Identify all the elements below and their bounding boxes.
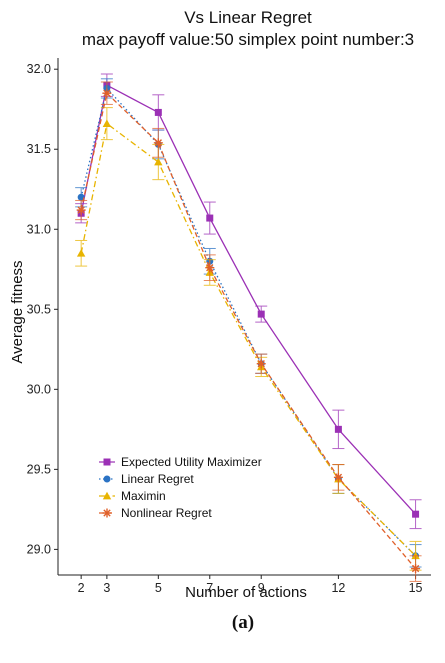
x-tick-label: 2 — [78, 581, 85, 595]
square-marker — [206, 214, 214, 222]
legend-label: Maximin — [121, 489, 166, 503]
legend-item: Linear Regret — [99, 472, 194, 486]
y-tick-label: 31.0 — [27, 222, 51, 236]
asterisk-stroke — [411, 564, 420, 573]
square-marker — [103, 458, 111, 466]
legend-label: Expected Utility Maximizer — [121, 455, 262, 469]
legend-item: Nonlinear Regret — [99, 506, 212, 520]
asterisk-stroke — [206, 264, 214, 272]
square-marker — [257, 310, 265, 318]
legend: Expected Utility Maximizer Linear Regret M… — [99, 455, 262, 520]
x-tick-label: 7 — [206, 581, 213, 595]
series-line — [80, 84, 417, 515]
asterisk-stroke — [77, 206, 85, 214]
square-marker — [412, 510, 420, 518]
legend-item: Maximin — [99, 489, 166, 503]
x-axis-ticks: 2 3 5 7 9 12 15 — [78, 575, 423, 595]
legend-label: Nonlinear Regret — [121, 506, 212, 520]
legend-item: Expected Utility Maximizer — [99, 455, 262, 469]
asterisk-stroke — [103, 509, 111, 517]
y-tick-label: 30.5 — [27, 302, 51, 316]
x-tick-label: 5 — [155, 581, 162, 595]
x-tick-label: 15 — [409, 581, 423, 595]
y-tick-label: 29.0 — [27, 542, 51, 556]
asterisk-marker — [76, 205, 86, 215]
asterisk-stroke — [154, 139, 163, 147]
y-tick-label: 31.5 — [27, 142, 51, 156]
asterisk-marker — [205, 263, 215, 273]
square-marker — [154, 108, 162, 116]
x-tick-label: 3 — [103, 581, 110, 595]
figure-caption: (a) — [232, 612, 254, 633]
y-axis-ticks: 29.0 29.5 30.0 30.5 31.0 31.5 32.0 — [27, 62, 58, 556]
asterisk-marker — [153, 138, 163, 148]
y-tick-label: 30.0 — [27, 382, 51, 396]
y-axis-label: Average fitness — [9, 260, 26, 363]
asterisk-marker — [333, 472, 343, 482]
triangle-marker — [76, 249, 86, 257]
triangle-marker — [102, 119, 112, 127]
triangle-marker — [154, 157, 163, 166]
y-tick-label: 32.0 — [27, 62, 51, 76]
legend-label: Linear Regret — [121, 472, 194, 486]
chart-subtitle: max payoff value:50 simplex point number… — [82, 30, 414, 49]
series-layer — [75, 73, 422, 582]
asterisk-marker — [102, 88, 112, 98]
asterisk-stroke — [334, 473, 343, 482]
square-marker — [334, 425, 342, 433]
x-tick-label: 9 — [258, 581, 265, 595]
triangle-marker — [102, 491, 112, 500]
y-tick-label: 29.5 — [27, 462, 51, 476]
x-axis-label: Number of actions — [185, 584, 307, 601]
series-nonlinear-regret — [75, 81, 422, 582]
x-tick-label: 12 — [331, 581, 345, 595]
asterisk-stroke — [257, 360, 265, 368]
circle-marker — [77, 193, 85, 201]
asterisk-marker — [411, 564, 421, 574]
asterisk-marker — [256, 359, 266, 369]
asterisk-marker — [102, 508, 112, 518]
chart-title: Vs Linear Regret — [184, 8, 312, 27]
circle-marker — [103, 475, 111, 483]
asterisk-stroke — [103, 89, 111, 97]
